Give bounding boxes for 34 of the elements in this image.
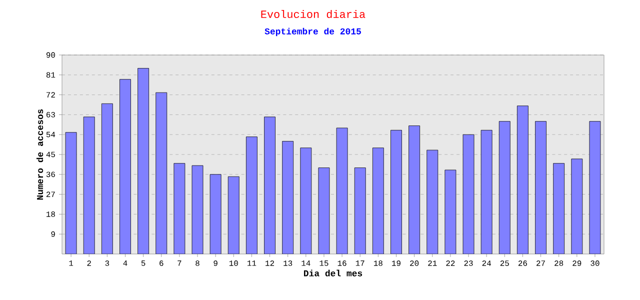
x-axis-title: Dia del mes	[304, 270, 362, 276]
bar	[65, 132, 77, 254]
bar	[120, 79, 131, 254]
bar	[426, 150, 438, 254]
bar	[498, 121, 510, 254]
bar	[462, 134, 474, 254]
bar	[83, 116, 95, 254]
bar	[517, 106, 528, 254]
bar	[354, 168, 366, 254]
bar	[535, 121, 546, 254]
bar	[589, 121, 601, 254]
bar	[210, 174, 222, 254]
chart-subtitle: Septiembre de 2015	[264, 28, 361, 36]
bar	[336, 128, 348, 254]
bar	[571, 158, 583, 254]
chart-title: Evolucion diaria	[261, 10, 366, 18]
bar	[372, 148, 384, 254]
bar	[101, 103, 113, 254]
bar	[192, 165, 204, 254]
bar	[174, 163, 186, 254]
bar	[390, 130, 402, 254]
bar	[318, 168, 330, 254]
bar	[282, 141, 294, 254]
y-axis-title: Numero de accesos	[36, 109, 44, 200]
bar	[264, 116, 276, 254]
bar	[553, 163, 565, 254]
bar	[246, 136, 258, 254]
bar	[156, 92, 168, 254]
bar	[300, 148, 312, 254]
bar	[408, 126, 420, 254]
bar	[480, 130, 492, 254]
bar	[444, 170, 456, 254]
bar	[138, 68, 150, 254]
bar	[228, 176, 240, 254]
